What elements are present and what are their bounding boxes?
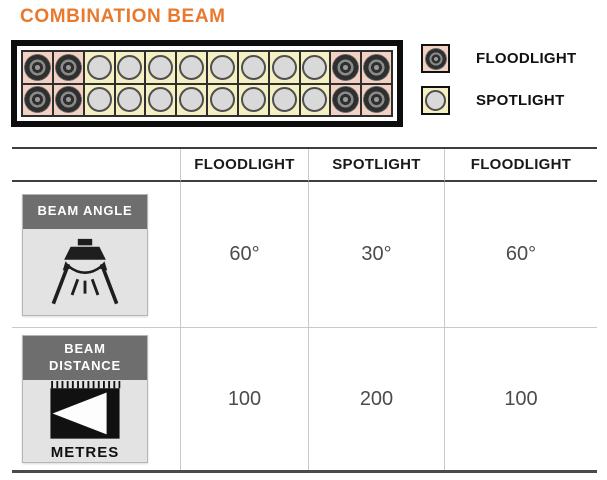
spec-table: FLOODLIGHT SPOTLIGHT FLOODLIGHT BEAM ANG… bbox=[12, 147, 597, 473]
beam-angle-floodlight-right-value: 60° bbox=[444, 182, 597, 327]
spotlight-lens-icon bbox=[179, 54, 205, 80]
spotlight-cell bbox=[207, 51, 238, 84]
floodlight-lens-icon bbox=[23, 86, 51, 114]
floodlight-cell bbox=[52, 83, 84, 116]
floodlight-lens-icon bbox=[23, 53, 51, 81]
floodlight-lens-icon bbox=[424, 47, 447, 70]
beam-distance-floodlight-right-value: 100 bbox=[444, 327, 597, 470]
beam-distance-label: BEAM DISTANCE bbox=[23, 336, 147, 380]
beam-distance-floodlight-left-value: 100 bbox=[180, 327, 308, 470]
light-bar-illustration bbox=[11, 40, 403, 127]
spotlight-lens-icon bbox=[425, 90, 446, 111]
legend-label-floodlight: FLOODLIGHT bbox=[476, 50, 577, 67]
spotlight-lens-icon bbox=[179, 87, 205, 113]
spotlight-cell bbox=[207, 83, 238, 116]
spotlight-lens-icon bbox=[86, 54, 112, 80]
spotlight-swatch bbox=[421, 86, 450, 115]
beam-angle-label: BEAM ANGLE bbox=[23, 194, 147, 229]
beam-distance-box: BEAM DISTANCE METRES bbox=[22, 335, 148, 463]
column-header-floodlight-left: FLOODLIGHT bbox=[180, 149, 308, 182]
floodlight-lens-icon bbox=[332, 53, 360, 81]
page-title: COMBINATION BEAM bbox=[20, 6, 226, 27]
table-corner-cell bbox=[12, 149, 180, 182]
floodlight-cell bbox=[52, 51, 84, 84]
spotlight-cell bbox=[237, 51, 269, 84]
spotlight-lens-icon bbox=[240, 54, 266, 80]
floodlight-lens-icon bbox=[332, 86, 360, 114]
floodlight-cell bbox=[361, 83, 392, 116]
legend-item-floodlight: FLOODLIGHT bbox=[421, 44, 577, 73]
legend-label-spotlight: SPOTLIGHT bbox=[476, 92, 565, 109]
beam-distance-body: METRES bbox=[23, 380, 147, 462]
floodlight-lens-icon bbox=[363, 53, 391, 81]
floodlight-cell bbox=[330, 83, 362, 116]
spotlight-cell bbox=[176, 51, 207, 84]
spotlight-lens-icon bbox=[271, 54, 297, 80]
metres-unit-label: METRES bbox=[50, 443, 120, 461]
floodlight-cell bbox=[22, 83, 53, 116]
beam-distance-arrow-icon bbox=[50, 380, 121, 439]
spotlight-lens-icon bbox=[302, 87, 328, 113]
floodlight-lens-icon bbox=[54, 86, 82, 114]
spotlight-cell bbox=[299, 83, 331, 116]
spotlight-cell bbox=[145, 51, 177, 84]
column-header-spotlight: SPOTLIGHT bbox=[308, 149, 444, 182]
spotlight-lens-icon bbox=[117, 87, 143, 113]
spotlight-cell bbox=[237, 83, 269, 116]
spotlight-lens-icon bbox=[209, 87, 235, 113]
spotlight-lens-icon bbox=[240, 87, 266, 113]
spotlight-lens-icon bbox=[86, 87, 112, 113]
beam-distance-header-cell: BEAM DISTANCE METRES bbox=[12, 327, 180, 470]
spotlight-cell bbox=[299, 51, 331, 84]
spotlight-cell bbox=[83, 83, 115, 116]
floodlight-lens-icon bbox=[54, 53, 82, 81]
floodlight-cell bbox=[22, 51, 53, 84]
spotlight-cell bbox=[176, 83, 207, 116]
spotlight-lens-icon bbox=[148, 87, 174, 113]
beam-distance-spotlight-value: 200 bbox=[308, 327, 444, 470]
beam-angle-body bbox=[23, 229, 147, 315]
spotlight-lens-icon bbox=[209, 54, 235, 80]
beam-angle-spotlight-value: 30° bbox=[308, 182, 444, 327]
beam-angle-box: BEAM ANGLE bbox=[22, 193, 148, 316]
floodlight-cell bbox=[361, 51, 392, 84]
column-header-floodlight-right: FLOODLIGHT bbox=[444, 149, 597, 182]
spotlight-cell bbox=[114, 83, 146, 116]
legend: FLOODLIGHT SPOTLIGHT bbox=[421, 44, 577, 115]
floodlight-lens-icon bbox=[363, 86, 391, 114]
spotlight-lens-icon bbox=[302, 54, 328, 80]
lightbar-grid bbox=[21, 50, 393, 117]
spotlight-cell bbox=[83, 51, 115, 84]
spotlight-lens-icon bbox=[148, 54, 174, 80]
spotlight-lens-icon bbox=[271, 87, 297, 113]
spotlight-cell bbox=[268, 51, 300, 84]
floodlight-swatch bbox=[421, 44, 450, 73]
spotlight-cell bbox=[268, 83, 300, 116]
beam-angle-lamp-icon bbox=[51, 238, 119, 304]
spotlight-cell bbox=[114, 51, 146, 84]
legend-item-spotlight: SPOTLIGHT bbox=[421, 86, 577, 115]
spotlight-cell bbox=[145, 83, 177, 116]
beam-angle-floodlight-left-value: 60° bbox=[180, 182, 308, 327]
spotlight-lens-icon bbox=[117, 54, 143, 80]
floodlight-cell bbox=[330, 51, 362, 84]
beam-angle-header-cell: BEAM ANGLE bbox=[12, 182, 180, 327]
